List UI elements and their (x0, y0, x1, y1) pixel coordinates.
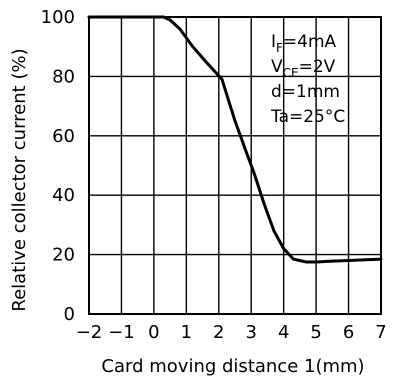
x-tick-label: 4 (278, 322, 289, 343)
annotation-distance: d=1mm (271, 82, 340, 102)
x-tick-label: 5 (310, 322, 321, 343)
y-tick-label: 80 (52, 66, 75, 87)
annotation-symbol: V (271, 57, 283, 77)
grid (89, 17, 381, 314)
x-tick-label: 7 (375, 322, 386, 343)
y-tick-labels: 0 20 40 60 80 100 (41, 7, 75, 325)
x-tick-label: 6 (343, 322, 354, 343)
x-tick-label: −2 (76, 322, 103, 343)
series-layer (87, 15, 383, 264)
annotation-temperature: Ta=25°C (270, 107, 345, 127)
annotation-subscript: F (276, 41, 283, 55)
y-tick-label: 40 (52, 185, 75, 206)
x-tick-label: −1 (108, 322, 135, 343)
series-line (87, 15, 383, 264)
annotation-subscript: CE (283, 66, 299, 80)
y-tick-label: 60 (52, 126, 75, 147)
x-tick-label: 2 (213, 322, 224, 343)
y-axis-title: Relative collector current (%) (9, 48, 30, 311)
y-tick-label: 20 (52, 245, 75, 266)
plot-frame (88, 16, 382, 315)
y-tick-label: 0 (64, 304, 75, 325)
annotation-value: =2V (299, 57, 336, 77)
condition-annotation: IF=4mA VCE=2V d=1mm Ta=25°C (270, 32, 345, 127)
annotation-value: =4mA (283, 32, 337, 52)
x-tick-labels: −2 −1 0 1 2 3 4 5 6 7 (76, 322, 387, 343)
annotation-forward-current: IF=4mA (271, 32, 337, 55)
annotation-collector-voltage: VCE=2V (271, 57, 336, 80)
x-axis-title: Card moving distance 1(mm) (101, 356, 364, 377)
y-tick-label: 100 (41, 7, 75, 28)
annotation-symbol: I (271, 32, 276, 52)
x-tick-label: 3 (245, 322, 256, 343)
x-tick-label: 1 (181, 322, 192, 343)
x-tick-label: 0 (148, 322, 159, 343)
